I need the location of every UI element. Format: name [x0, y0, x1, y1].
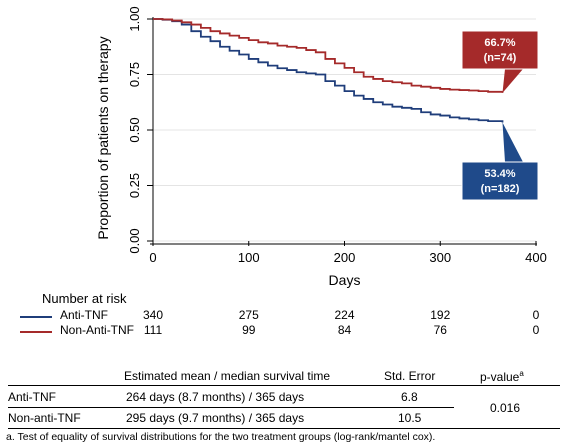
survival-row-label: Anti-TNF [8, 390, 56, 404]
callout-pointer [502, 69, 523, 93]
survival-header-estimate: Estimated mean / median survival time [124, 369, 331, 383]
callout-count: (n=182) [481, 183, 520, 195]
risk-value: 0 [532, 323, 540, 337]
survival-row-estimate: 295 days (9.7 months) / 365 days [126, 411, 305, 425]
callout-percent: 66.7% [484, 37, 515, 49]
risk-value: 99 [242, 323, 256, 337]
risk-row-label: Anti-TNF [60, 308, 108, 322]
risk-value: 76 [433, 323, 447, 337]
risk-value: 192 [430, 308, 451, 322]
legend-swatch [20, 316, 52, 318]
survival-table-bottom-rule [8, 428, 560, 429]
y-tick-label: 0.50 [127, 117, 142, 142]
x-tick-label: 400 [525, 250, 547, 265]
footnote: a. Test of equality of survival distribu… [6, 431, 436, 443]
x-tick-label: 0 [149, 250, 156, 265]
series-line [153, 18, 504, 123]
survival-header-p-value: p-valuea [480, 369, 524, 384]
series-line [153, 18, 504, 93]
y-axis-label: Proportion of patients on therapy [95, 36, 111, 239]
risk-value: 84 [337, 323, 352, 337]
survival-table-mid-rule [8, 407, 454, 408]
callout-box [461, 30, 539, 70]
callout-pointer [502, 122, 523, 162]
callout-percent: 53.4% [484, 168, 515, 180]
callout-box [461, 161, 539, 201]
survival-chart: 0.00 0.25 0.50 0.75 1.00 0 100 200 300 400 Proport… [95, 6, 547, 288]
x-tick-label: 300 [429, 250, 451, 265]
survival-row-std-error: 6.8 [401, 390, 418, 404]
legend-swatch [20, 331, 52, 333]
risk-value: 0 [532, 308, 540, 322]
survival-row-label: Non-anti-TNF [8, 411, 81, 425]
survival-row-std-error: 10.5 [398, 411, 422, 425]
y-tick-label: 0.25 [127, 173, 142, 198]
callout-count: (n=74) [484, 52, 517, 64]
survival-header-std-error: Std. Error [384, 369, 436, 383]
y-tick-label: 0.00 [127, 228, 142, 253]
risk-value: 275 [238, 308, 259, 322]
x-tick-label: 100 [238, 250, 260, 265]
risk-value: 224 [334, 308, 355, 322]
y-tick-label: 1.00 [127, 6, 142, 31]
survival-row-estimate: 264 days (8.7 months) / 365 days [126, 390, 305, 404]
risk-row-label: Non-Anti-TNF [60, 323, 135, 337]
survival-table-top-rule [8, 385, 560, 386]
p-value: 0.016 [490, 401, 521, 415]
x-tick-label: 200 [334, 250, 356, 265]
risk-value: 111 [143, 323, 163, 337]
risk-value: 340 [143, 308, 164, 322]
risk-table-title: Number at risk [42, 291, 127, 306]
y-tick-label: 0.75 [127, 62, 142, 87]
x-axis-label: Days [329, 272, 361, 288]
